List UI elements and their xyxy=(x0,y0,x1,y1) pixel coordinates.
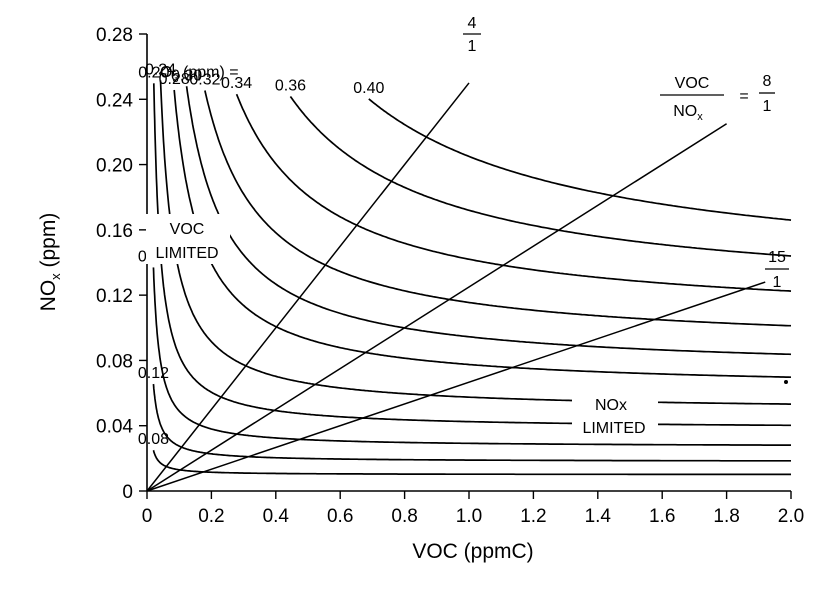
isopleth-curves xyxy=(152,80,792,476)
x-tick-label: 0.4 xyxy=(263,506,290,527)
svg-text:1: 1 xyxy=(763,98,772,115)
svg-text:=: = xyxy=(739,88,748,105)
x-tick-label: 1.0 xyxy=(456,506,482,527)
y-tick-label: 0.12 xyxy=(96,286,133,307)
isopleth-curve-0.20 xyxy=(152,83,791,427)
x-tick-label: 1.6 xyxy=(649,506,675,527)
x-tick-label: 1.2 xyxy=(520,506,546,527)
isopleth-label-0.28: 0.28 xyxy=(159,71,190,88)
y-tick-label: 0.24 xyxy=(96,90,133,111)
x-tick-label: 0 xyxy=(142,506,153,527)
ratio-line-0 xyxy=(146,82,470,492)
isopleth-curve-0.24 xyxy=(159,80,791,405)
nox-limited-label-line1: NOx xyxy=(595,397,627,414)
svg-text:4: 4 xyxy=(468,15,477,32)
y-tick-label: 0.20 xyxy=(96,156,133,177)
isopleth-curve-0.40 xyxy=(368,98,792,221)
ratio-label-voc-nox-8-1: VOC NOx = 8 1 xyxy=(660,73,775,123)
isopleth-curve-0.34 xyxy=(235,93,792,292)
isopleth-labels: 0.080.120.160.200.240.280.300.320.340.36… xyxy=(138,61,385,448)
isopleth-label-0.20: 0.20 xyxy=(138,64,169,81)
ozone-legend-prefix: O3 (ppm) = xyxy=(160,64,239,85)
isopleth-curve-0.36 xyxy=(289,95,792,257)
y-tick-label: 0.08 xyxy=(96,351,133,372)
svg-text:1: 1 xyxy=(468,38,477,55)
stray-dot xyxy=(784,380,788,384)
y-tick-label: 0.28 xyxy=(96,25,133,46)
isopleth-label-0.34: 0.34 xyxy=(221,75,252,92)
x-tick-label: 0.2 xyxy=(198,506,224,527)
x-tick-label: 1.4 xyxy=(585,506,612,527)
y-axis-title-subscript: x xyxy=(48,273,63,280)
x-axis-title: VOC (ppmC) xyxy=(412,540,533,563)
isopleth-label-0.30: 0.30 xyxy=(171,67,202,84)
isopleth-curve-0.32 xyxy=(204,90,791,327)
isopleth-label-0.24: 0.24 xyxy=(145,61,176,78)
svg-text:NOx: NOx xyxy=(673,103,703,123)
isopleth-label-0.12: 0.12 xyxy=(138,365,169,382)
isopleth-curve-0.16 xyxy=(152,267,791,446)
y-tick-label: 0.04 xyxy=(96,417,133,438)
isopleth-label-0.32: 0.32 xyxy=(189,71,220,88)
x-tick-label: 1.8 xyxy=(713,506,739,527)
ratio-line-1 xyxy=(146,123,728,492)
ratio-label-15-1: 15 1 xyxy=(765,249,789,291)
voc-limited-label-line1: VOC xyxy=(170,221,205,238)
y-tick-label: 0 xyxy=(122,482,133,503)
x-tick-label: 2.0 xyxy=(778,506,804,527)
svg-text:1: 1 xyxy=(773,274,782,291)
voc-limited-label-line2: LIMITED xyxy=(155,245,218,262)
y-tick-label: 0.16 xyxy=(96,221,133,242)
svg-text:15: 15 xyxy=(768,249,786,266)
isopleth-curve-0.30 xyxy=(185,86,792,356)
isopleth-curve-0.12 xyxy=(152,383,791,462)
y-axis-title: NOx (ppm) xyxy=(37,213,63,312)
ratio-line-2 xyxy=(146,281,766,492)
x-tick-label: 0.8 xyxy=(391,506,417,527)
ratio-lines xyxy=(146,82,766,492)
svg-text:8: 8 xyxy=(763,73,772,90)
isopleth-label-0.40: 0.40 xyxy=(353,80,384,97)
axis-ticks: 0 0.2 0.4 0.6 0.8 1.0 1.2 1.4 1.6 1.8 2.0 0 0.04 0.08… xyxy=(96,25,804,527)
nox-limited-label-line2: LIMITED xyxy=(582,420,645,437)
ratio-label-4-1: 4 1 xyxy=(463,15,481,55)
isopleth-curve-0.08 xyxy=(152,449,791,476)
isopleth-label-0.36: 0.36 xyxy=(275,77,306,94)
isopleth-label-0.08: 0.08 xyxy=(138,431,169,448)
isopleth-curve-0.28 xyxy=(173,89,792,379)
x-tick-label: 0.6 xyxy=(327,506,353,527)
svg-text:VOC: VOC xyxy=(675,75,710,92)
